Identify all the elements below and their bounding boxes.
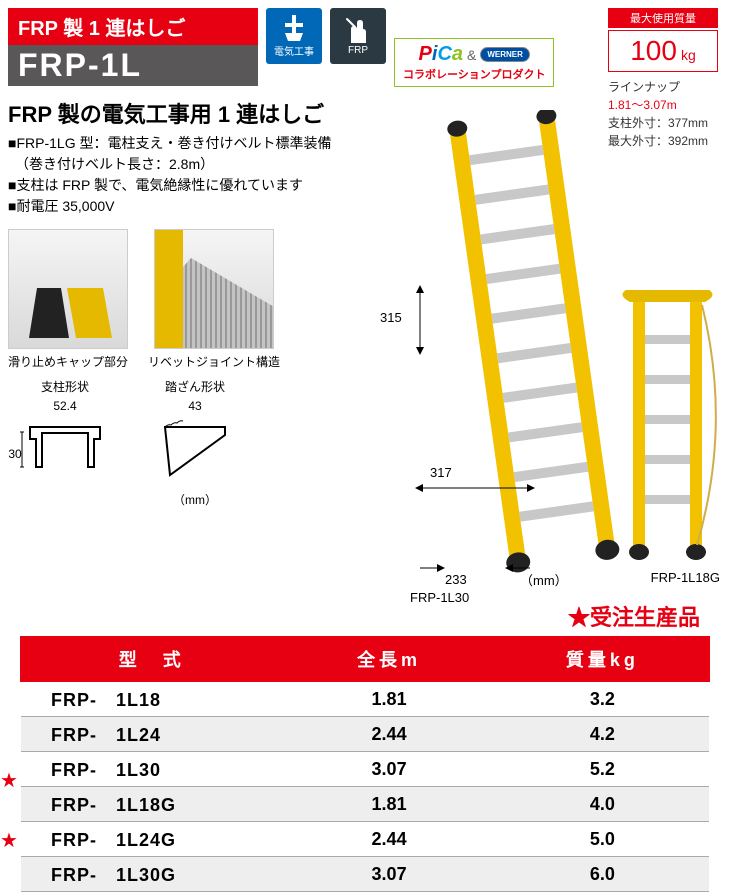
rung-shape-title: 踏ざん形状: [165, 378, 225, 395]
detail-1-caption: 滑り止めキャップ部分: [8, 353, 128, 370]
detail-photo-cap: [8, 229, 128, 349]
table-header-model: 型 式: [21, 637, 282, 681]
cell-mass: 4.0: [496, 787, 709, 822]
cell-model: FRP- 1L30G: [21, 857, 282, 892]
row-star-icon: ★: [0, 828, 18, 853]
badge-electrical: 電気工事: [266, 8, 322, 64]
max-load-label: 最大使用質量: [608, 8, 718, 28]
ladder-small-icon: [615, 290, 720, 570]
pillar-shape: 支柱形状 52.4 30: [20, 378, 110, 508]
pillar-shape-width: 52.4: [53, 399, 76, 413]
badge-frp: FRP: [330, 8, 386, 64]
cell-length: 2.44: [282, 717, 495, 752]
cell-length: 3.07: [282, 752, 495, 787]
detail-photo-rivet: [154, 229, 274, 349]
cell-mass: 5.2: [496, 752, 709, 787]
table-row: FRP- 1L18G1.814.0: [21, 787, 709, 822]
table-row: FRP- 1L303.075.2: [21, 752, 709, 787]
dim-arrow-v-icon: [410, 285, 430, 355]
cell-length: 2.44: [282, 822, 495, 857]
werner-logo: WERNER: [480, 47, 530, 62]
table-header-length: 全長m: [282, 637, 495, 681]
cross-icon: [283, 15, 305, 41]
row-star-icon: ★: [0, 768, 18, 793]
max-load-unit: kg: [681, 47, 696, 63]
dim-arrow-h-icon: [415, 480, 535, 496]
cell-mass: 5.0: [496, 822, 709, 857]
collab-brands: PiCa & WERNER: [419, 43, 530, 66]
detail-2-caption: リベットジョイント構造: [148, 353, 280, 370]
pillar-shape-height: 30: [8, 447, 21, 461]
ladder-main-label: FRP-1L30: [410, 590, 469, 605]
shape-unit: （mm）: [173, 491, 217, 508]
spec-table: 型 式 全長m 質量kg FRP- 1L181.813.2FRP- 1L242.…: [20, 636, 710, 892]
pica-logo: PiCa: [419, 43, 463, 66]
dim-unit: （mm）: [520, 570, 568, 589]
title-block: FRP 製 1 連はしご FRP-1L: [8, 8, 258, 86]
collab-box: PiCa & WERNER コラボレーションプロダクト: [394, 38, 554, 87]
lineup-label: ラインナップ: [608, 78, 718, 96]
cell-model: FRP- 1L18G: [21, 787, 282, 822]
detail-2: リベットジョイント構造: [148, 229, 280, 370]
ladder-main-icon: [420, 110, 620, 580]
rung-profile-icon: [150, 417, 240, 487]
rung-shape: 踏ざん形状 43 （mm）: [150, 378, 240, 508]
table-row: FRP- 1L181.813.2: [21, 681, 709, 717]
cell-model: FRP- 1L24G: [21, 822, 282, 857]
cell-mass: 4.2: [496, 717, 709, 752]
table-row: FRP- 1L30G3.076.0: [21, 857, 709, 892]
cell-mass: 3.2: [496, 681, 709, 717]
max-load-number: 100: [630, 35, 677, 66]
dim-horizontal-value: 317: [430, 465, 452, 480]
ladder-small-label: FRP-1L18G: [651, 570, 720, 585]
cell-length: 3.07: [282, 857, 495, 892]
cell-model: FRP- 1L24: [21, 717, 282, 752]
hand-icon: [345, 17, 371, 43]
pillar-shape-title: 支柱形状: [41, 378, 89, 395]
dim-vertical-value: 315: [380, 310, 402, 325]
detail-1: 滑り止めキャップ部分: [8, 229, 128, 370]
badge-electrical-label: 電気工事: [274, 43, 314, 58]
ladder-illustration-area: 315 317 233 （mm） FRP-1L30 FRP-1L18G: [380, 110, 720, 590]
table-row: FRP- 1L242.444.2: [21, 717, 709, 752]
cell-model: FRP- 1L30: [21, 752, 282, 787]
cell-length: 1.81: [282, 681, 495, 717]
table-header-mass: 質量kg: [496, 637, 709, 681]
cell-model: FRP- 1L18: [21, 681, 282, 717]
ampersand: &: [467, 47, 476, 63]
product-category: FRP 製 1 連はしご: [8, 8, 258, 45]
cell-length: 1.81: [282, 787, 495, 822]
dim-arrow-base-icon: [415, 560, 535, 576]
table-row: FRP- 1L24G2.445.0: [21, 822, 709, 857]
collab-text: コラボレーションプロダクト: [403, 66, 545, 82]
product-series: FRP-1L: [8, 45, 258, 86]
rung-shape-width: 43: [188, 399, 201, 413]
cell-mass: 6.0: [496, 857, 709, 892]
badge-frp-label: FRP: [348, 45, 368, 56]
max-load-value: 100kg: [608, 30, 718, 72]
order-note: ★受注生産品: [568, 600, 700, 632]
pillar-profile-icon: [20, 417, 110, 477]
